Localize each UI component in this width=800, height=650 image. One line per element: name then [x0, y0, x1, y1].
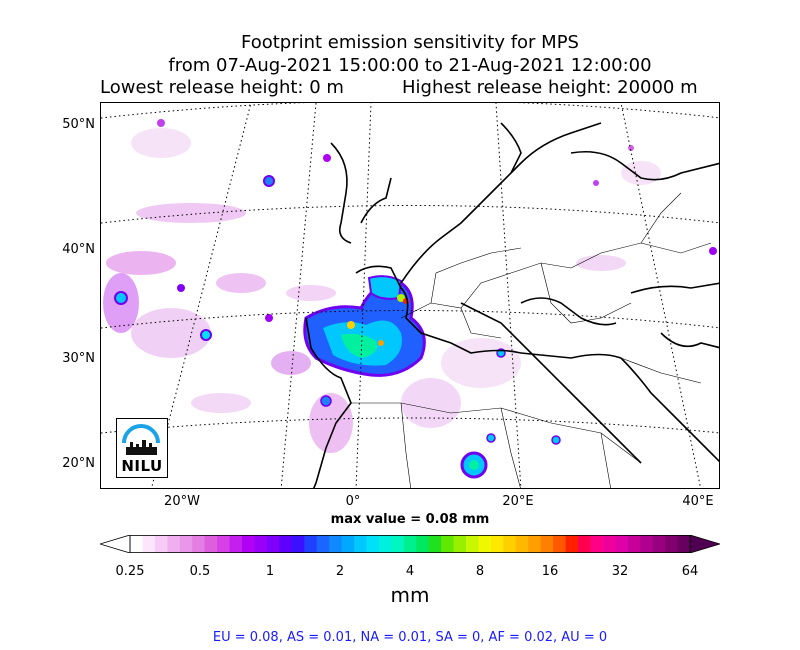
- lon-label-20w: 20°W: [164, 494, 200, 509]
- colorbar-cell: [266, 535, 280, 553]
- colorbar-tick-label: 2: [335, 564, 345, 579]
- colorbar-cell: [391, 535, 405, 553]
- colorbar-cell: [254, 535, 268, 553]
- colorbar-cell: [366, 535, 380, 553]
- colorbar-tick-label: 0.5: [189, 564, 211, 579]
- colorbar-cell: [453, 535, 467, 553]
- map-canvas: [101, 103, 719, 488]
- lat-label-30n: 30°N: [62, 351, 95, 366]
- colorbar-cell: [179, 535, 193, 553]
- lon-label-0: 0°: [345, 494, 361, 509]
- colorbar-cell: [242, 535, 255, 553]
- colorbar-cell: [515, 535, 529, 553]
- colorbar-cell: [204, 535, 218, 553]
- colorbar-tick-label: 16: [541, 564, 559, 579]
- lat-label-50n: 50°N: [62, 117, 95, 132]
- colorbar-cell: [652, 535, 666, 553]
- colorbar-tick-label: 8: [475, 564, 485, 579]
- colorbar-cell: [503, 535, 517, 553]
- nilu-logo: NILU: [116, 418, 168, 478]
- colorbar-min-arrow: [100, 535, 131, 553]
- coastlines: [305, 122, 719, 488]
- colorbar-cell: [192, 535, 206, 553]
- colorbar-cell: [441, 535, 455, 553]
- lon-label-40e: 40°E: [682, 494, 714, 509]
- colorbar-cell: [229, 535, 243, 553]
- colorbar-unit: mm: [390, 583, 430, 607]
- colorbar-tick-label: 1: [265, 564, 275, 579]
- colorbar-cell: [578, 535, 591, 553]
- colorbar-cell: [142, 535, 156, 553]
- colorbar-cell: [627, 535, 641, 553]
- lowest-release-height: Lowest release height: 0 m: [100, 77, 344, 98]
- colorbar-cell: [478, 535, 492, 553]
- colorbar-cell: [565, 535, 579, 553]
- borders: [351, 192, 712, 488]
- colorbar-max-arrow: [689, 535, 720, 553]
- colorbar-cell: [602, 535, 616, 553]
- footprint-map: NILU: [100, 102, 720, 489]
- colorbar-cell: [466, 535, 479, 553]
- lon-label-20e: 20°E: [502, 494, 534, 509]
- colorbar-cell: [167, 535, 181, 553]
- lat-label-20n: 20°N: [62, 456, 95, 471]
- map-title-line1: Footprint emission sensitivity for MPS: [241, 32, 579, 53]
- highest-release-height: Highest release height: 20000 m: [402, 77, 698, 98]
- colorbar-cell: [665, 535, 679, 553]
- colorbar-cell: [291, 535, 305, 553]
- colorbar-cell: [540, 535, 554, 553]
- colorbar-cell: [615, 535, 629, 553]
- colorbar-tick-label: 32: [611, 564, 629, 579]
- colorbar-cell: [428, 535, 442, 553]
- colorbar-cell: [304, 535, 318, 553]
- sensitivity-field: [103, 119, 717, 479]
- colorbar-cell: [677, 535, 691, 553]
- colorbar-cell: [217, 535, 231, 553]
- region-values: EU = 0.08, AS = 0.01, NA = 0.01, SA = 0,…: [212, 630, 608, 645]
- map-title-line2: from 07-Aug-2021 15:00:00 to 21-Aug-2021…: [168, 55, 652, 76]
- colorbar-cell: [416, 535, 430, 553]
- colorbar-cell: [553, 535, 567, 553]
- colorbar-cell: [590, 535, 604, 553]
- nilu-logo-text: NILU: [121, 457, 163, 475]
- colorbar-cell: [528, 535, 542, 553]
- colorbar-cell: [130, 535, 143, 553]
- lat-label-40n: 40°N: [62, 242, 95, 257]
- colorbar-tick-label: 4: [405, 564, 415, 579]
- nilu-logo-graphic: [122, 424, 160, 455]
- colorbar-tick-label: 0.25: [115, 564, 145, 579]
- colorbar-cell: [354, 535, 367, 553]
- colorbar-cell: [378, 535, 392, 553]
- colorbar-tick-label: 64: [681, 564, 699, 579]
- colorbar-cell: [490, 535, 504, 553]
- colorbar-cell: [154, 535, 168, 553]
- colorbar-cell: [403, 535, 417, 553]
- colorbar-cell: [279, 535, 293, 553]
- max-value-label: max value = 0.08 mm: [330, 512, 490, 527]
- colorbar-cell: [316, 535, 330, 553]
- colorbar-cell: [341, 535, 355, 553]
- colorbar: [100, 535, 720, 553]
- graticule: [101, 103, 719, 488]
- colorbar-cell: [329, 535, 343, 553]
- colorbar-cell: [640, 535, 654, 553]
